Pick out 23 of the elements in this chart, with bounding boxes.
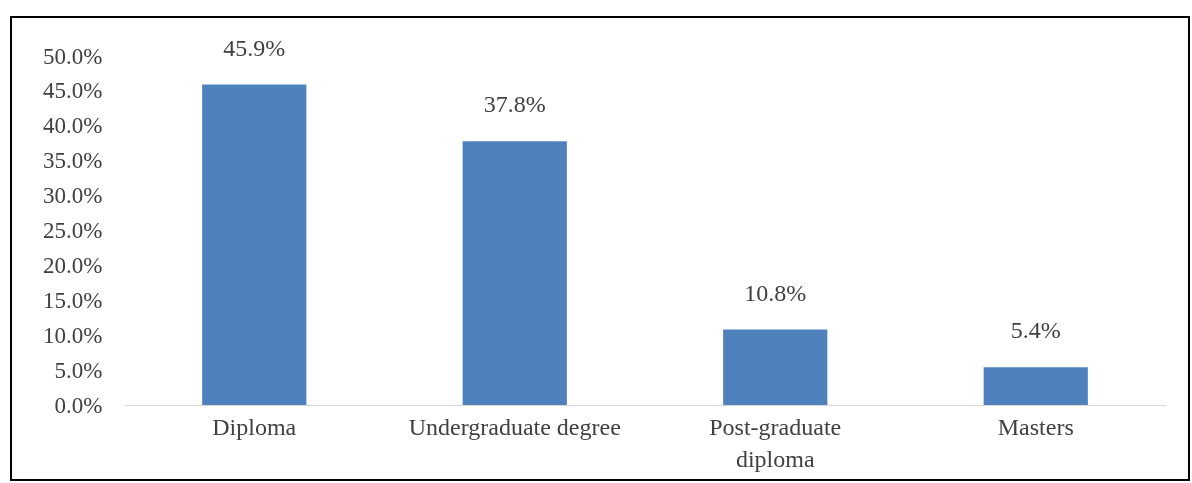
bar: [723, 329, 828, 405]
y-tick-label: 15.0%: [43, 287, 103, 313]
data-label: 37.8%: [483, 91, 546, 118]
bar: [462, 141, 567, 405]
y-tick-label: 40.0%: [43, 113, 103, 139]
y-tick-label: 50.0%: [43, 43, 103, 69]
x-tick-label: Post-graduate diploma: [709, 413, 842, 472]
y-tick-label: 20.0%: [43, 252, 103, 278]
y-tick-label: 0.0%: [54, 392, 103, 418]
bar: [983, 367, 1088, 405]
x-tick-label: Diploma: [212, 413, 297, 440]
bar: [202, 84, 307, 405]
data-label: 45.9%: [223, 34, 286, 61]
x-tick-label: Masters: [997, 413, 1074, 440]
x-tick-label: Undergraduate degree: [408, 413, 621, 440]
y-tick-label: 5.0%: [54, 357, 103, 383]
y-tick-label: 45.0%: [43, 78, 103, 104]
y-tick-label: 10.0%: [43, 322, 103, 348]
y-tick-label: 30.0%: [43, 183, 103, 209]
y-tick-label: 25.0%: [43, 218, 103, 243]
data-label: 5.4%: [1010, 317, 1061, 344]
y-tick-label: 35.0%: [43, 148, 103, 174]
data-label: 10.8%: [744, 279, 807, 306]
